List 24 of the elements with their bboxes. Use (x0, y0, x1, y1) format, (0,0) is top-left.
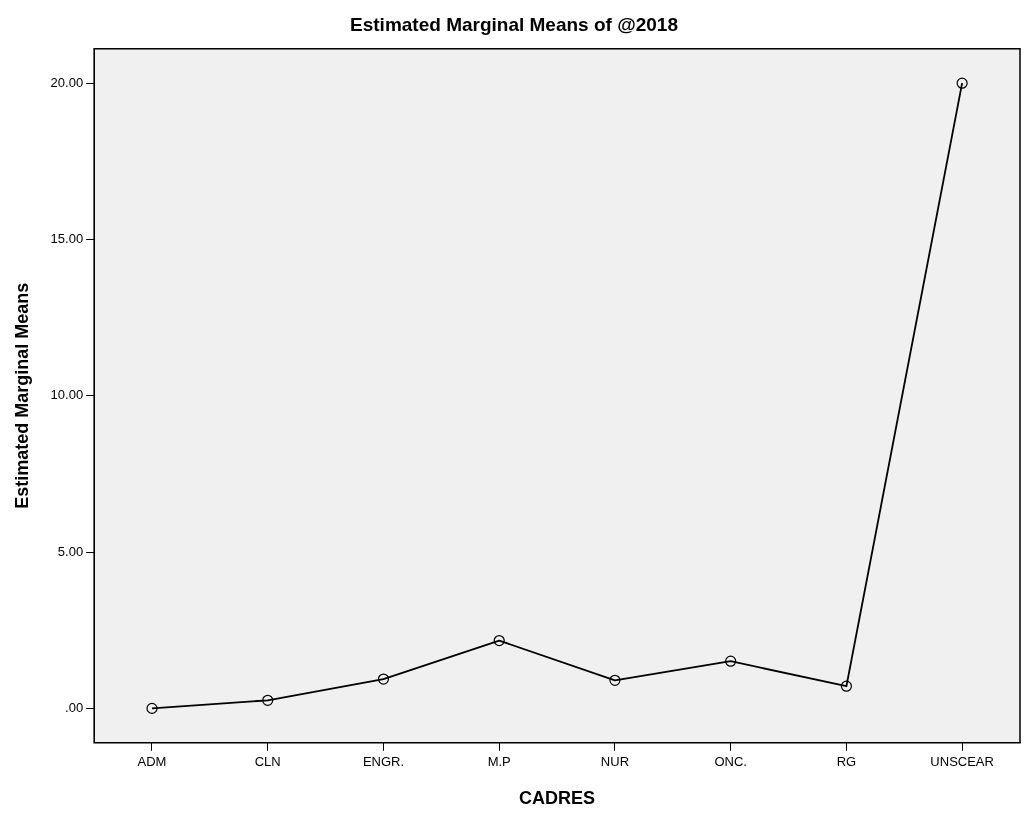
x-tick-label: M.P (487, 754, 511, 770)
point (609, 674, 621, 686)
y-tick-label: 20.00 (50, 74, 84, 90)
x-tick-label: RG (836, 754, 857, 770)
point (840, 680, 852, 692)
y-tick-label: 10.00 (50, 387, 84, 403)
y-tick-label: 15.00 (50, 231, 84, 247)
x-tick-label: ENGR. (362, 754, 405, 770)
chart-title: Estimated Marginal Means of @2018 (350, 13, 678, 35)
x-tick-label: ADM (137, 754, 167, 770)
point (146, 702, 158, 715)
y-tick-label: 5.00 (57, 543, 84, 559)
x-tick-label: UNSCEAR (930, 754, 994, 770)
y-axis-title: Estimated Marginal Means (11, 282, 32, 509)
x-axis-title: CADRES (519, 788, 596, 809)
point (725, 655, 737, 667)
x-tick-label: ONC. (714, 754, 747, 770)
y-tick-label: .00 (65, 699, 84, 715)
point (262, 694, 274, 706)
point (956, 77, 968, 89)
point (493, 634, 505, 647)
x-tick-label: NUR (600, 754, 630, 770)
point (377, 673, 390, 685)
x-tick-label: CLN (254, 754, 281, 770)
